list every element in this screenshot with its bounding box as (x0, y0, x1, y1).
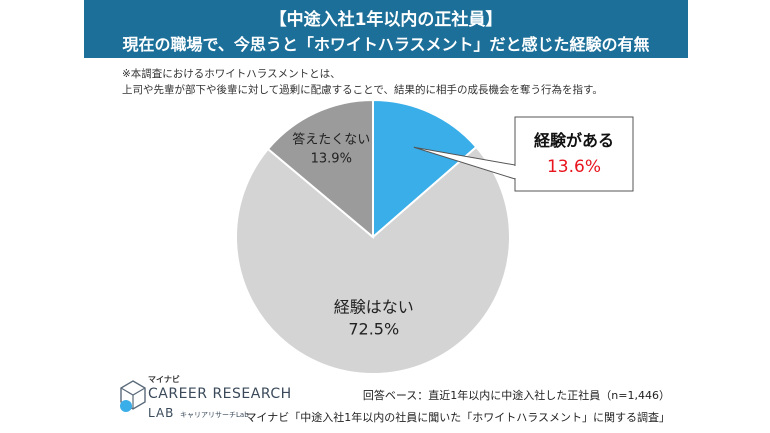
slice-label-1: 経験はない (334, 297, 414, 316)
slice-value-0: 13.6% (547, 157, 601, 177)
callout-joint (514, 166, 517, 178)
survey-base: 回答ベース：直近1年以内に中途入社した正社員（n=1,446） (362, 389, 670, 402)
career-research-lab-logo: マイナビ CAREER RESEARCH LAB キャリアリサーチLab (118, 372, 291, 428)
chart-header: 【中途入社1年以内の正社員】 現在の職場で、今思うと「ホワイトハラスメント」だと… (84, 0, 688, 58)
callout-box (514, 116, 634, 192)
chart-subtitle: 現在の職場で、今思うと「ホワイトハラスメント」だと感じた経験の有無 (122, 35, 650, 54)
definition-note-line2: 上司や先輩が部下や後輩に対して過剰に配慮することで、結果的に相手の成長機会を奪う… (122, 84, 603, 96)
chart-title: 【中途入社1年以内の正社員】 (269, 10, 503, 30)
pie-slice-1 (235, 145, 511, 375)
logo-sub: マイナビ (148, 375, 180, 384)
slice-label-0: 経験がある (534, 131, 614, 150)
definition-note-line1: ※本調査におけるホワイトハラスメントとは、 (122, 68, 341, 80)
logo-lab: LAB (148, 406, 175, 420)
pie-slice-0 (372, 98, 478, 240)
pie-labels: 経験がある 13.6% 経験はない 72.5% 答えたくない 13.9% (292, 116, 634, 338)
pie-slices (235, 98, 511, 375)
slice-value-2: 13.9% (311, 152, 352, 167)
slice-value-1: 72.5% (348, 319, 399, 338)
slice-label-2: 答えたくない (292, 132, 370, 148)
logo-cube-icon (120, 380, 146, 412)
logo-jp: キャリアリサーチLab (180, 411, 249, 419)
survey-source: マイナビ「中途入社1年以内の社員に聞いた「ホワイトハラスメント」に関する調査」 (245, 411, 670, 424)
pie-slice-2 (266, 98, 374, 240)
logo-main: CAREER RESEARCH (148, 386, 292, 402)
